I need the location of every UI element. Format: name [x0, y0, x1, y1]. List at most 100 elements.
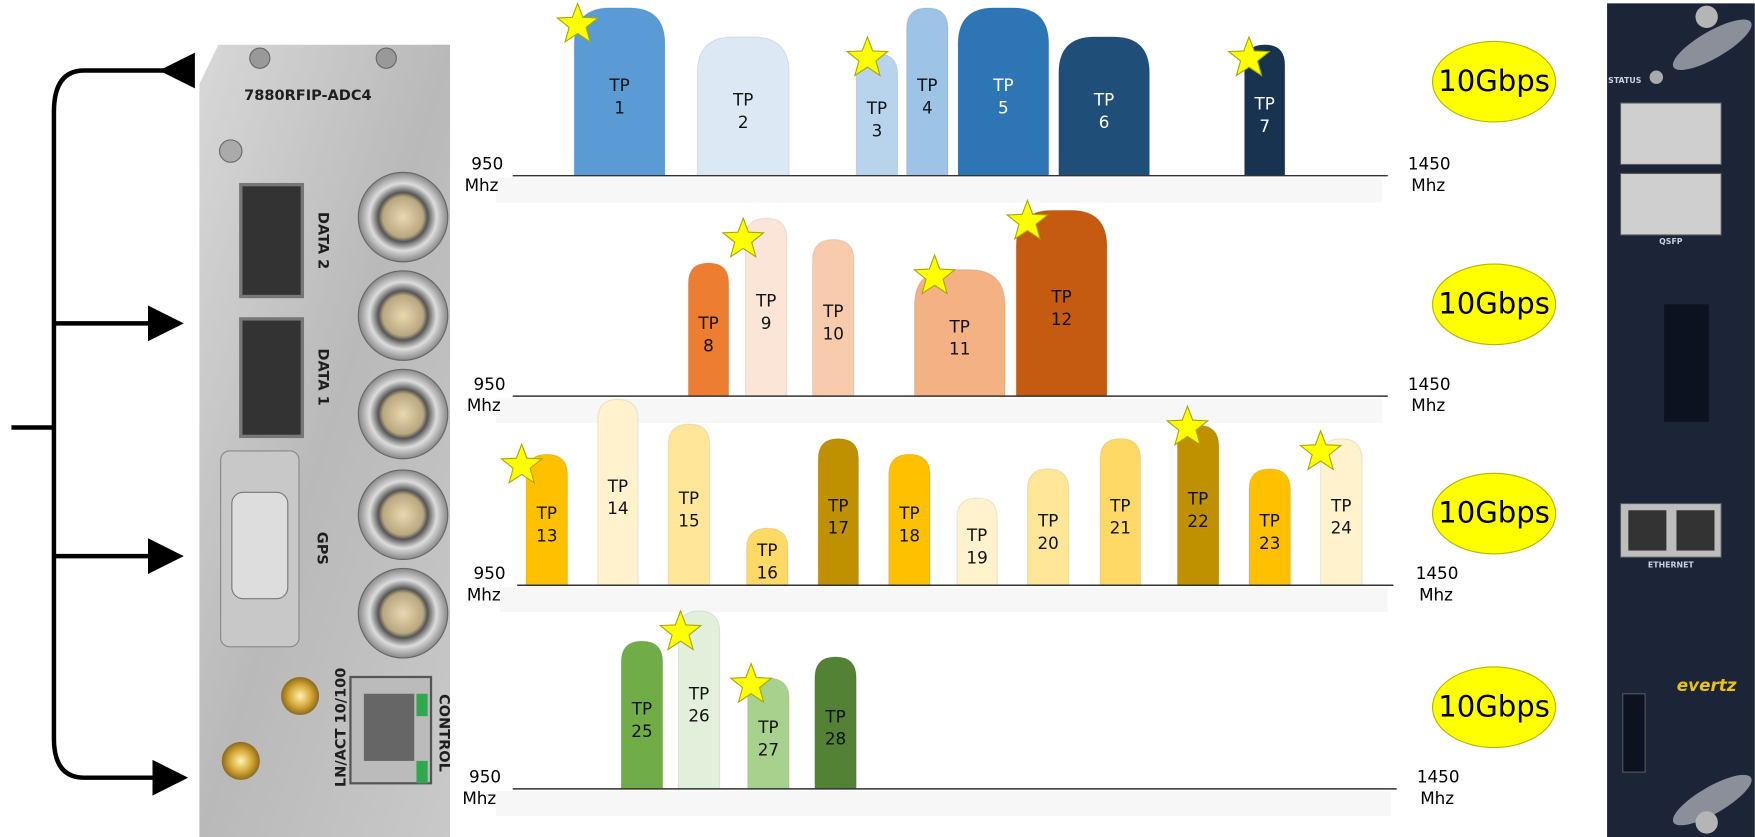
transponder: [687, 262, 730, 397]
transponder-label: TP: [824, 706, 845, 726]
transponder-label: TP: [688, 683, 709, 703]
card-label: QSFP: [1659, 237, 1683, 246]
transponder-label: TP: [1187, 489, 1208, 509]
transponder-label: TP: [966, 525, 987, 545]
transponder-number: 21: [1110, 518, 1131, 538]
end-frequency: 1450: [1417, 767, 1460, 787]
transponder: [667, 423, 711, 586]
rate-badge: [1431, 472, 1557, 555]
transponder-number: 28: [825, 729, 846, 749]
transponder-number: 27: [758, 739, 779, 759]
port-label: DATA 1: [314, 348, 330, 405]
transponder-label: TP: [678, 488, 699, 508]
transponder-number: 26: [688, 706, 709, 726]
port-label: CONTROL: [435, 694, 451, 772]
transponder: [956, 497, 998, 586]
star: [721, 216, 765, 258]
brand: evertz: [1677, 675, 1737, 695]
end-frequency: 1450: [1408, 153, 1451, 173]
transponder-label: TP: [1109, 495, 1130, 515]
port-label: GPS: [313, 532, 329, 565]
transponder: [817, 438, 860, 586]
transponder: [814, 656, 857, 790]
transponder-label: TP: [916, 75, 937, 95]
transponder-label: TP: [827, 495, 848, 515]
start-frequency: 950: [474, 374, 506, 394]
card-label: STATUS: [1608, 76, 1642, 85]
star: [499, 442, 544, 485]
transponder-label: TP: [536, 503, 557, 523]
transponder-number: 10: [823, 324, 844, 344]
transponder-label: TP: [631, 698, 652, 718]
transponder-label: TP: [822, 301, 843, 321]
transponder: [620, 640, 664, 790]
end-unit: Mhz: [1419, 584, 1453, 604]
start-frequency: 950: [469, 767, 501, 787]
transponder: [597, 398, 639, 586]
transponder-number: 18: [899, 526, 920, 546]
star: [1298, 429, 1343, 471]
end-unit: Mhz: [1411, 175, 1445, 195]
rate-label: 10Gbps: [1438, 286, 1550, 320]
transponder-label: TP: [1259, 510, 1280, 530]
bracket: [11, 52, 195, 796]
transponder: [906, 7, 949, 177]
transponder-number: 17: [828, 518, 849, 538]
start-frequency: 950: [471, 153, 503, 173]
transponder-label: TP: [755, 291, 776, 311]
transponder-number: 5: [998, 98, 1009, 118]
transponder-number: 9: [761, 313, 772, 333]
model-label: 7880RFIP-ADC4: [244, 88, 371, 104]
transponder-label: TP: [1050, 287, 1071, 307]
star: [1005, 198, 1050, 241]
port-label: LN/ACT 10/100: [334, 668, 350, 787]
row-band: [495, 177, 1383, 203]
end-unit: Mhz: [1411, 395, 1445, 415]
transponder: [812, 238, 855, 397]
transponder-number: 25: [631, 721, 652, 741]
frame-card: STATUS QSFP ETHERNET evertz: [1607, 3, 1755, 837]
transponder-number: 3: [872, 120, 883, 140]
rate-badge: [1431, 263, 1557, 346]
star: [845, 35, 890, 77]
transponder-label: TP: [732, 90, 753, 110]
transponder-label: TP: [898, 503, 919, 523]
transponder-number: 1: [614, 98, 625, 118]
star: [555, 1, 600, 44]
transponder-label: TP: [949, 316, 970, 336]
transponder-number: 14: [607, 498, 628, 518]
start-unit: Mhz: [465, 175, 499, 195]
transponder-number: 22: [1187, 511, 1208, 531]
transponder-number: 11: [949, 339, 970, 359]
transponder-label: TP: [1037, 510, 1058, 530]
end-frequency: 1450: [1408, 374, 1451, 394]
transponder-number: 6: [1099, 112, 1110, 132]
star: [912, 253, 957, 295]
transponder-label: TP: [866, 98, 887, 118]
rate-badge: [1431, 40, 1557, 123]
start-unit: Mhz: [467, 395, 501, 415]
rate-label: 10Gbps: [1438, 64, 1550, 98]
transponder: [1248, 468, 1291, 586]
transponder-label: TP: [992, 75, 1013, 95]
transponder: [957, 7, 1050, 177]
transponder-label: TP: [756, 540, 777, 560]
transponder-number: 2: [738, 112, 749, 132]
transponder: [746, 527, 789, 586]
transponder-label: TP: [757, 717, 778, 737]
transponder-label: TP: [1093, 90, 1114, 110]
transponder-number: 8: [703, 335, 714, 355]
transponder-number: 7: [1259, 116, 1270, 136]
transponder-number: 19: [966, 547, 987, 567]
transponder-label: TP: [1253, 94, 1274, 114]
rate-label: 10Gbps: [1438, 496, 1550, 530]
transponder-number: 13: [536, 526, 557, 546]
end-unit: Mhz: [1420, 788, 1454, 808]
port-label: DATA 2: [314, 212, 330, 269]
transponder-label: TP: [608, 75, 629, 95]
device-card: 7880RFIP-ADC4 DATA 2 DATA 1 GPS LN/ACT 1…: [199, 44, 451, 837]
transponder: [888, 453, 931, 586]
